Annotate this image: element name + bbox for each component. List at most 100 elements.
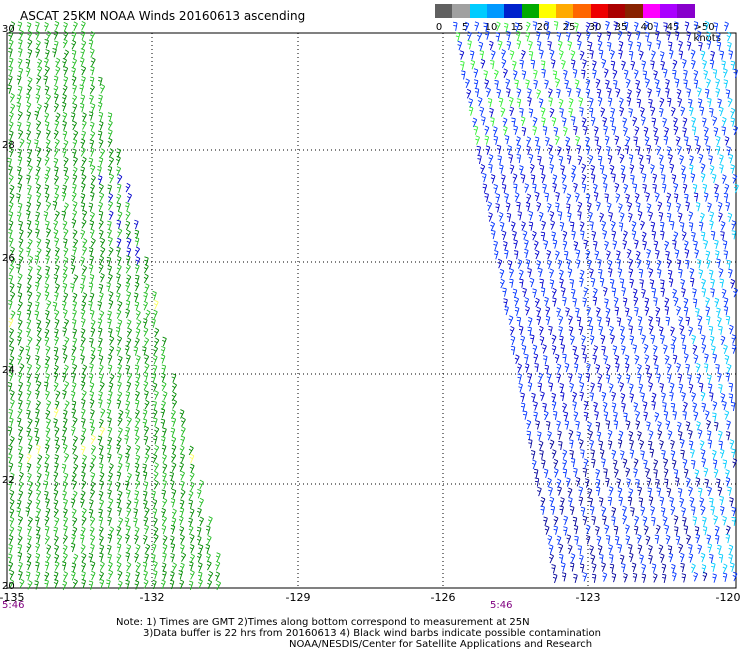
wind-barb bbox=[98, 354, 104, 365]
wind-barb bbox=[619, 554, 625, 565]
wind-barb bbox=[709, 335, 715, 346]
wind-barb bbox=[692, 402, 698, 412]
wind-barb bbox=[504, 22, 509, 33]
wind-barb bbox=[587, 487, 593, 498]
wind-barb bbox=[693, 192, 699, 202]
wind-barb bbox=[107, 426, 113, 436]
wind-barb bbox=[676, 305, 681, 316]
wind-barb bbox=[732, 173, 738, 184]
wind-barb bbox=[46, 544, 52, 554]
wind-barb bbox=[516, 144, 522, 154]
wind-barb bbox=[583, 287, 589, 297]
wind-barb bbox=[641, 231, 647, 242]
wind-barb bbox=[685, 316, 691, 326]
wind-barb bbox=[653, 70, 658, 80]
wind-barb bbox=[72, 246, 77, 256]
wind-barb bbox=[100, 246, 106, 257]
wind-barb bbox=[107, 479, 112, 490]
wind-barb bbox=[712, 573, 717, 583]
wind-barb bbox=[179, 579, 185, 590]
wind-barb bbox=[115, 481, 121, 492]
wind-barb bbox=[16, 263, 21, 274]
wind-barb bbox=[72, 578, 78, 589]
wind-barb bbox=[160, 579, 166, 590]
wind-barb bbox=[53, 535, 59, 545]
wind-barb bbox=[650, 505, 655, 516]
wind-barb bbox=[35, 21, 40, 31]
wind-barb bbox=[661, 573, 667, 583]
wind-barb bbox=[153, 346, 159, 356]
wind-barb bbox=[568, 107, 573, 118]
wind-barb bbox=[707, 97, 712, 108]
wind-barb bbox=[588, 325, 594, 335]
wind-barb bbox=[53, 418, 58, 428]
wind-barb bbox=[70, 390, 76, 401]
wind-barb bbox=[196, 526, 202, 536]
wind-barb bbox=[691, 126, 697, 136]
wind-barb bbox=[62, 220, 68, 230]
wind-barb bbox=[35, 165, 41, 176]
wind-barb bbox=[635, 145, 641, 156]
wind-barb bbox=[143, 516, 149, 526]
wind-barb bbox=[54, 318, 60, 329]
wind-barb bbox=[585, 145, 591, 155]
wind-barb bbox=[82, 246, 87, 256]
wind-barb bbox=[661, 174, 666, 184]
wind-barb bbox=[536, 306, 542, 317]
wind-barb bbox=[605, 317, 611, 327]
wind-barb bbox=[142, 418, 148, 428]
wind-barb bbox=[508, 96, 514, 107]
wind-barb bbox=[724, 136, 730, 146]
wind-barb bbox=[688, 486, 693, 496]
wind-barb bbox=[35, 228, 40, 238]
wind-barb bbox=[145, 445, 151, 455]
wind-barb bbox=[501, 49, 506, 59]
wind-barb bbox=[492, 126, 498, 136]
wind-barb bbox=[108, 299, 114, 310]
wind-barb bbox=[126, 237, 132, 248]
wind-barb bbox=[592, 183, 598, 194]
legend-tick: 20 bbox=[536, 22, 550, 33]
wind-barb bbox=[562, 296, 567, 306]
wind-barb bbox=[196, 488, 202, 499]
wind-barb bbox=[188, 445, 194, 456]
wind-barb bbox=[570, 59, 576, 69]
wind-barb bbox=[705, 306, 711, 316]
wind-barb bbox=[670, 439, 675, 450]
wind-barb bbox=[576, 316, 582, 326]
wind-barb bbox=[726, 259, 731, 269]
wind-barb bbox=[711, 562, 716, 572]
wind-barb bbox=[714, 534, 720, 545]
wind-barb bbox=[626, 97, 632, 107]
wind-barb bbox=[603, 411, 609, 421]
wind-barb bbox=[7, 453, 13, 463]
wind-barb bbox=[622, 458, 628, 468]
wind-barb bbox=[579, 277, 584, 287]
wind-barb bbox=[624, 145, 630, 155]
wind-barb bbox=[143, 578, 149, 589]
wind-barb bbox=[179, 499, 185, 509]
wind-barb bbox=[179, 507, 185, 517]
wind-barb bbox=[721, 288, 727, 299]
wind-barb bbox=[180, 435, 186, 446]
wind-barb bbox=[475, 135, 480, 145]
wind-barb bbox=[661, 392, 666, 402]
wind-barb bbox=[16, 211, 22, 221]
wind-barb bbox=[655, 524, 661, 535]
wind-barb bbox=[143, 371, 149, 382]
wind-barb bbox=[506, 30, 511, 41]
wind-barb bbox=[44, 336, 50, 346]
wind-barb bbox=[142, 490, 148, 500]
wind-barb bbox=[98, 120, 104, 131]
wind-barb bbox=[27, 184, 32, 195]
wind-barb bbox=[528, 40, 533, 50]
wind-barb bbox=[612, 240, 618, 250]
wind-barb bbox=[90, 481, 96, 491]
wind-barb bbox=[527, 316, 533, 327]
wind-barb bbox=[89, 76, 95, 86]
wind-barb bbox=[169, 479, 175, 490]
wind-barb bbox=[632, 116, 638, 126]
wind-barb bbox=[143, 327, 149, 337]
wind-barb bbox=[512, 288, 518, 298]
wind-barb bbox=[721, 126, 726, 136]
